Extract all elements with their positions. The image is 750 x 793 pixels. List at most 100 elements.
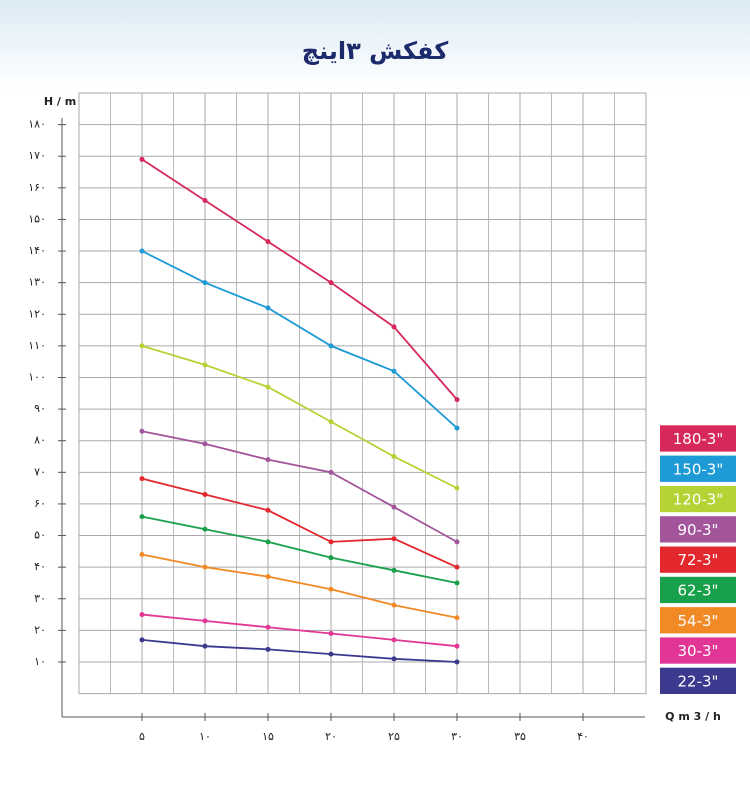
data-point bbox=[328, 280, 334, 286]
data-point bbox=[202, 441, 208, 447]
data-point bbox=[454, 564, 460, 570]
legend-swatch bbox=[660, 425, 736, 452]
data-point bbox=[454, 615, 460, 621]
series-line bbox=[141, 345, 458, 489]
y-tick-label: ۸۰ bbox=[34, 434, 46, 447]
data-point bbox=[265, 574, 271, 580]
data-point bbox=[265, 646, 271, 652]
data-point bbox=[454, 580, 460, 586]
data-point bbox=[202, 618, 208, 624]
data-point bbox=[328, 469, 334, 475]
data-point bbox=[454, 643, 460, 649]
data-point bbox=[139, 343, 145, 349]
legend-label: 120-3" bbox=[673, 491, 724, 509]
y-tick-label: ۱۵۰ bbox=[28, 212, 46, 225]
legend-label: 22-3" bbox=[678, 672, 719, 690]
x-tick-label: ۲۵ bbox=[388, 730, 400, 743]
data-point bbox=[328, 555, 334, 561]
data-point bbox=[139, 476, 145, 482]
data-point bbox=[139, 637, 145, 643]
legend-label: 72-3" bbox=[678, 551, 719, 569]
series-line bbox=[141, 553, 458, 619]
data-point bbox=[139, 156, 145, 162]
data-point bbox=[454, 425, 460, 431]
data-point bbox=[454, 397, 460, 403]
legend-swatch bbox=[660, 576, 736, 604]
series-line bbox=[141, 477, 458, 568]
data-point bbox=[328, 343, 334, 349]
data-point bbox=[328, 419, 334, 425]
x-tick-label: ۳۰ bbox=[451, 730, 463, 743]
data-point bbox=[265, 305, 271, 311]
data-point bbox=[202, 491, 208, 497]
data-point bbox=[265, 539, 271, 545]
data-point bbox=[139, 552, 145, 558]
data-point bbox=[454, 485, 460, 491]
x-tick-label: ۳۵ bbox=[514, 730, 526, 743]
y-tick-label: ۹۰ bbox=[34, 402, 46, 415]
data-point bbox=[202, 362, 208, 368]
data-point bbox=[202, 564, 208, 570]
y-tick-label: ۱۸۰ bbox=[28, 118, 46, 131]
data-point bbox=[202, 526, 208, 532]
y-tick-label: ۵۰ bbox=[34, 529, 46, 542]
data-point bbox=[391, 656, 397, 662]
data-point bbox=[265, 507, 271, 513]
data-point bbox=[391, 324, 397, 330]
data-point bbox=[139, 248, 145, 254]
series-line bbox=[141, 250, 458, 429]
series-line bbox=[141, 613, 458, 648]
y-tick-label: ۳۰ bbox=[34, 592, 46, 605]
y-tick-label: ۷۰ bbox=[34, 465, 46, 478]
legend-label: 90-3" bbox=[678, 521, 719, 539]
legend-swatch bbox=[660, 607, 736, 634]
legend-swatch bbox=[660, 455, 736, 482]
chart-title: کفکش ۳اینچ bbox=[302, 37, 449, 65]
data-point bbox=[139, 514, 145, 520]
legend-swatch bbox=[660, 637, 736, 664]
data-point bbox=[328, 651, 334, 657]
y-tick-label: ۱۶۰ bbox=[28, 181, 46, 194]
series-line bbox=[141, 430, 458, 543]
y-tick-label: ۲۰ bbox=[34, 623, 46, 636]
data-point bbox=[202, 643, 208, 649]
data-point bbox=[391, 454, 397, 460]
data-point bbox=[391, 637, 397, 643]
legend-label: 30-3" bbox=[678, 642, 719, 660]
legend-swatch bbox=[660, 516, 736, 543]
y-tick-label: ۱۲۰ bbox=[28, 307, 46, 320]
legend-swatch bbox=[660, 546, 736, 573]
x-tick-label: ۱۰ bbox=[199, 730, 211, 743]
data-point bbox=[391, 567, 397, 573]
data-point bbox=[265, 239, 271, 245]
data-point bbox=[139, 612, 145, 618]
y-tick-label: ۴۰ bbox=[34, 560, 46, 573]
x-tick-label: ۵ bbox=[139, 730, 145, 743]
series-line bbox=[141, 158, 458, 401]
series-line bbox=[141, 638, 458, 663]
y-tick-label: ۱۰۰ bbox=[28, 370, 46, 383]
legend-swatch bbox=[660, 485, 736, 513]
y-tick-label: ۱۷۰ bbox=[28, 149, 46, 162]
data-point bbox=[202, 197, 208, 203]
header-background bbox=[0, 0, 750, 90]
data-point bbox=[454, 539, 460, 545]
data-point bbox=[202, 280, 208, 286]
data-point bbox=[139, 428, 145, 434]
data-point bbox=[328, 539, 334, 545]
data-point bbox=[265, 624, 271, 630]
legend-swatch bbox=[660, 667, 736, 694]
y-tick-label: ۱۱۰ bbox=[28, 339, 46, 352]
data-point bbox=[265, 384, 271, 390]
data-point bbox=[391, 504, 397, 510]
legend-label: 62-3" bbox=[678, 581, 719, 599]
y-tick-label: ۱۴۰ bbox=[28, 244, 46, 257]
data-point bbox=[328, 586, 334, 592]
y-tick-label: ۱۳۰ bbox=[28, 276, 46, 289]
y-axis-label: H / m bbox=[44, 95, 76, 108]
legend-label: 150-3" bbox=[673, 460, 724, 478]
data-point bbox=[265, 457, 271, 463]
legend-label: 54-3" bbox=[678, 612, 719, 630]
x-axis-label: Q m 3 / h bbox=[665, 710, 721, 723]
